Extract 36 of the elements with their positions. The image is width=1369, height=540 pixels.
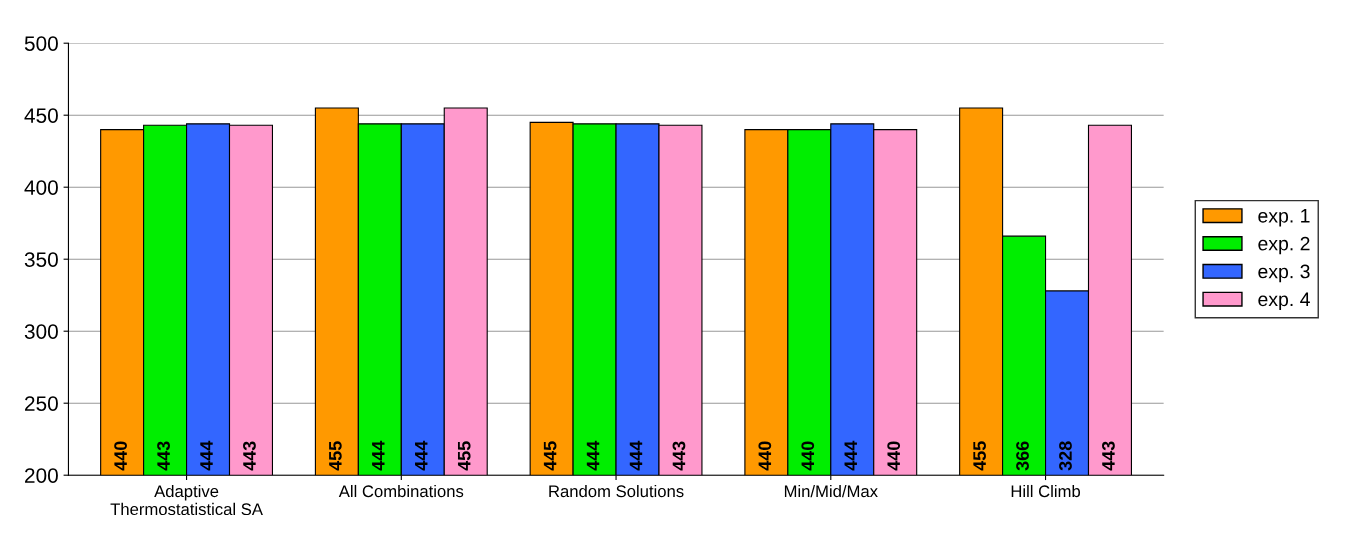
data-label: 440 bbox=[758, 441, 772, 471]
data-label: 328 bbox=[1059, 441, 1072, 471]
y-tick-label: 200 bbox=[25, 468, 58, 483]
data-label: 444 bbox=[415, 440, 428, 471]
data-label: 443 bbox=[243, 441, 256, 471]
data-label: 440 bbox=[887, 441, 901, 471]
y-tick-label: 500 bbox=[24, 36, 58, 51]
legend-label: exp. 3 bbox=[1258, 264, 1310, 283]
y-tick-label: 450 bbox=[24, 108, 58, 123]
x-tick-label: Min/Mid/Max bbox=[784, 484, 878, 498]
legend-label: exp. 2 bbox=[1258, 236, 1310, 255]
data-label: 455 bbox=[329, 441, 342, 471]
data-label: 444 bbox=[372, 440, 385, 471]
data-label: 366 bbox=[1016, 441, 1029, 471]
data-label: 440 bbox=[801, 441, 815, 471]
data-label: 443 bbox=[1102, 441, 1115, 471]
data-label: 455 bbox=[973, 441, 986, 471]
legend-label: exp. 1 bbox=[1258, 209, 1310, 227]
data-label: 443 bbox=[157, 441, 170, 471]
y-tick-label: 300 bbox=[24, 324, 58, 339]
x-tick-label: Random Solutions bbox=[549, 484, 684, 498]
data-label: 440 bbox=[114, 441, 127, 471]
x-tick-label: Hill Climb bbox=[1011, 484, 1081, 498]
data-label: 443 bbox=[672, 441, 686, 471]
data-label: 444 bbox=[844, 440, 857, 471]
legend-label: exp. 4 bbox=[1258, 292, 1310, 311]
y-tick-label: 350 bbox=[24, 252, 58, 267]
x-tick-label: All Combinations bbox=[338, 484, 464, 498]
data-label: 444 bbox=[629, 440, 643, 471]
data-label: 455 bbox=[457, 441, 471, 471]
y-tick-label: 400 bbox=[24, 180, 58, 195]
data-label: 445 bbox=[543, 441, 557, 471]
x-tick-label: Adaptive Thermostatistical SA bbox=[110, 484, 263, 516]
data-label: 444 bbox=[200, 440, 213, 471]
data-label: 444 bbox=[586, 440, 600, 471]
y-tick-label: 250 bbox=[25, 396, 58, 411]
